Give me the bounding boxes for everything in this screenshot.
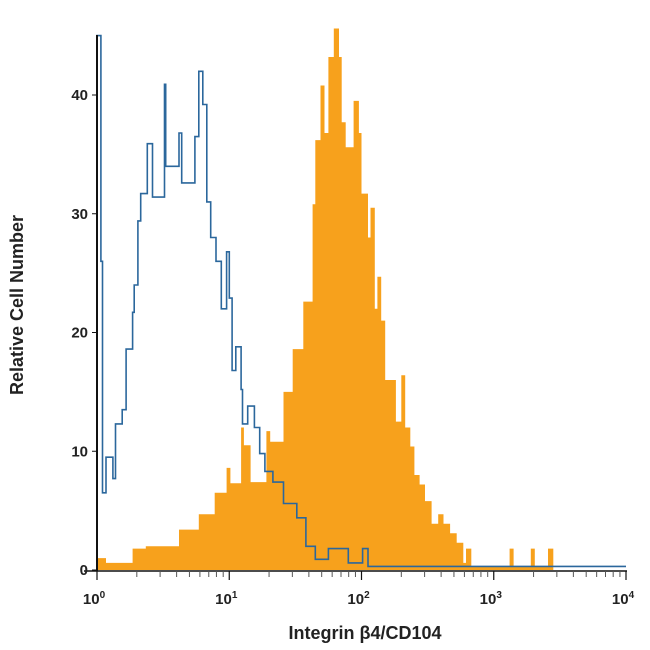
y-tick-label: 10	[71, 443, 88, 460]
x-tick-label: 100	[83, 590, 106, 608]
y-tick-label: 40	[71, 87, 88, 104]
x-axis-title: Integrin β4/CD104	[288, 623, 441, 643]
y-tick-label: 20	[71, 325, 88, 342]
x-tick-label: 103	[480, 590, 503, 608]
y-axis-title: Relative Cell Number	[7, 215, 27, 395]
y-tick-label: 30	[71, 206, 88, 223]
series-layer	[96, 28, 626, 570]
orange-filled-histogram	[97, 28, 626, 570]
x-tick-label: 102	[347, 590, 370, 608]
y-tick-label: 0	[80, 562, 88, 579]
x-tick-label: 104	[612, 590, 635, 608]
blue-outline-histogram	[96, 34, 626, 570]
ticks-layer: 0 10 20 30 40 100 101 102 103 104	[71, 87, 634, 608]
x-tick-label: 101	[215, 590, 238, 608]
